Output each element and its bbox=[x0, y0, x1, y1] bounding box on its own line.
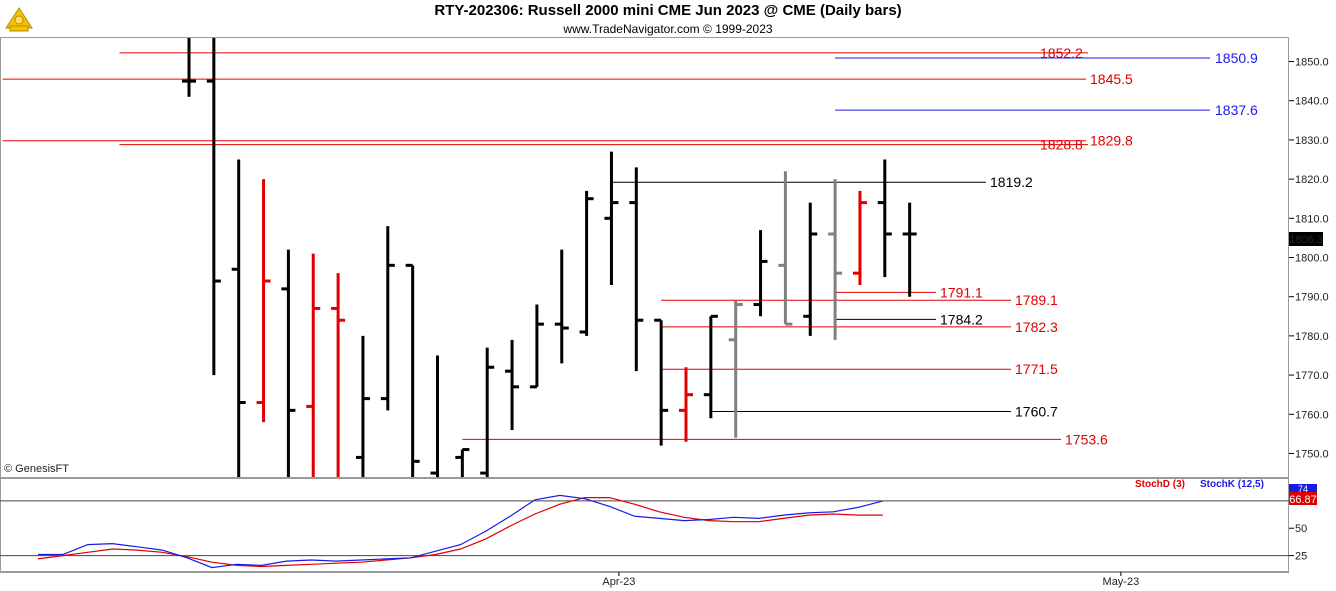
ohlc-bar bbox=[728, 300, 743, 438]
tradenavigator-logo-icon bbox=[2, 2, 36, 36]
ohlc-bar bbox=[629, 167, 644, 372]
price-level-label: 1782.3 bbox=[1015, 319, 1058, 335]
stoch-panel-frame bbox=[0, 478, 1289, 572]
ohlc-bar bbox=[256, 179, 271, 423]
price-level-label: 1789.1 bbox=[1015, 292, 1058, 308]
price-tick-label: 1810.0 bbox=[1295, 213, 1329, 225]
ohlc-bar bbox=[604, 151, 619, 285]
ohlc-bar bbox=[877, 159, 892, 278]
price-level-label: 1784.2 bbox=[940, 311, 983, 327]
ohlc-bar bbox=[852, 190, 867, 285]
price-tick-label: 1850.0 bbox=[1295, 57, 1329, 69]
price-tick-label: 1760.0 bbox=[1295, 409, 1329, 421]
ohlc-bar bbox=[281, 249, 296, 477]
stoch-axis: 25 50 bbox=[0, 500, 1307, 563]
stoch-last-values: 74 66.87 bbox=[1289, 484, 1317, 506]
chart-subtitle: www.TradeNavigator.com © 1999-2023 bbox=[563, 22, 773, 36]
price-level-label: 1828.8 bbox=[1040, 137, 1083, 153]
price-level-label: 1829.8 bbox=[1090, 133, 1133, 149]
ohlc-bar bbox=[306, 253, 321, 477]
price-tick-label: 1800.0 bbox=[1295, 253, 1329, 265]
stochd-line bbox=[37, 497, 883, 568]
price-level-label: 1771.5 bbox=[1015, 361, 1058, 377]
stoch-lines bbox=[37, 494, 884, 569]
price-level-label: 1845.5 bbox=[1090, 71, 1133, 87]
ohlc-bar bbox=[505, 339, 520, 430]
price-level-label: 1837.6 bbox=[1215, 102, 1258, 118]
price-tick-label: 1770.0 bbox=[1295, 370, 1329, 382]
price-panel-frame bbox=[0, 37, 1289, 478]
price-tick-label: 1830.0 bbox=[1295, 135, 1329, 147]
watermark: © GenesisFT bbox=[4, 463, 69, 475]
price-tick-label: 1790.0 bbox=[1295, 292, 1329, 304]
price-bars bbox=[182, 38, 917, 477]
ohlc-bar bbox=[803, 202, 818, 336]
price-tick-label: 1840.0 bbox=[1295, 96, 1329, 108]
ohlc-bar bbox=[455, 448, 470, 477]
ohlc-bar bbox=[554, 249, 569, 364]
ohlc-bar bbox=[654, 318, 669, 446]
ohlc-bar bbox=[430, 355, 439, 477]
last-price-label: 1806.3 bbox=[1289, 234, 1323, 246]
chart-title: RTY-202306: Russell 2000 mini CME Jun 20… bbox=[434, 2, 902, 19]
ohlc-bar bbox=[703, 314, 718, 419]
price-level-label: 1791.1 bbox=[940, 284, 983, 300]
ohlc-bar bbox=[331, 273, 346, 477]
x-axis-labels: Apr-23 May-23 bbox=[602, 572, 1139, 588]
price-axis: 1750.0 1760.0 1770.0 1780.0 1790.0 1800.0 1810… bbox=[1289, 57, 1329, 460]
last-price-marker: 1806.3 bbox=[1289, 232, 1323, 246]
price-levels: 1852.2 1845.5 1850.9 1837.6 1829.8 1828.8 1819… bbox=[2, 45, 1258, 447]
stochk-legend: StochK (12,5) bbox=[1200, 479, 1264, 490]
price-level-label: 1852.2 bbox=[1040, 45, 1083, 61]
ohlc-bar bbox=[355, 335, 370, 477]
price-level-label: 1753.6 bbox=[1065, 431, 1108, 447]
stochk-line bbox=[38, 494, 884, 569]
stoch-tick-label: 25 bbox=[1295, 551, 1307, 563]
stochd-legend: StochD (3) bbox=[1135, 479, 1185, 490]
ohlc-bar bbox=[579, 190, 594, 336]
ohlc-bar bbox=[529, 304, 544, 389]
x-tick-label: Apr-23 bbox=[602, 576, 635, 588]
price-level-label: 1819.2 bbox=[990, 174, 1033, 190]
ohlc-bar bbox=[231, 159, 246, 477]
ohlc-bar bbox=[778, 171, 793, 326]
ohlc-bar bbox=[206, 38, 221, 376]
ohlc-bar bbox=[480, 347, 495, 477]
ohlc-bar bbox=[753, 230, 768, 317]
stoch-tick-label: 50 bbox=[1295, 523, 1307, 535]
ohlc-bar bbox=[902, 202, 917, 297]
ohlc-bar bbox=[405, 263, 420, 477]
price-level-label: 1850.9 bbox=[1215, 50, 1258, 66]
x-tick-label: May-23 bbox=[1103, 576, 1140, 588]
ohlc-bar bbox=[828, 179, 843, 340]
price-level-label: 1760.7 bbox=[1015, 404, 1058, 420]
price-tick-label: 1820.0 bbox=[1295, 174, 1329, 186]
price-tick-label: 1780.0 bbox=[1295, 331, 1329, 343]
stochd-last-label: 66.87 bbox=[1289, 494, 1317, 506]
ohlc-bar bbox=[182, 38, 196, 97]
stochk-last-label: 74 bbox=[1298, 484, 1308, 494]
ohlc-bar bbox=[380, 226, 395, 411]
ohlc-bar bbox=[679, 367, 693, 442]
price-tick-label: 1750.0 bbox=[1295, 448, 1329, 460]
